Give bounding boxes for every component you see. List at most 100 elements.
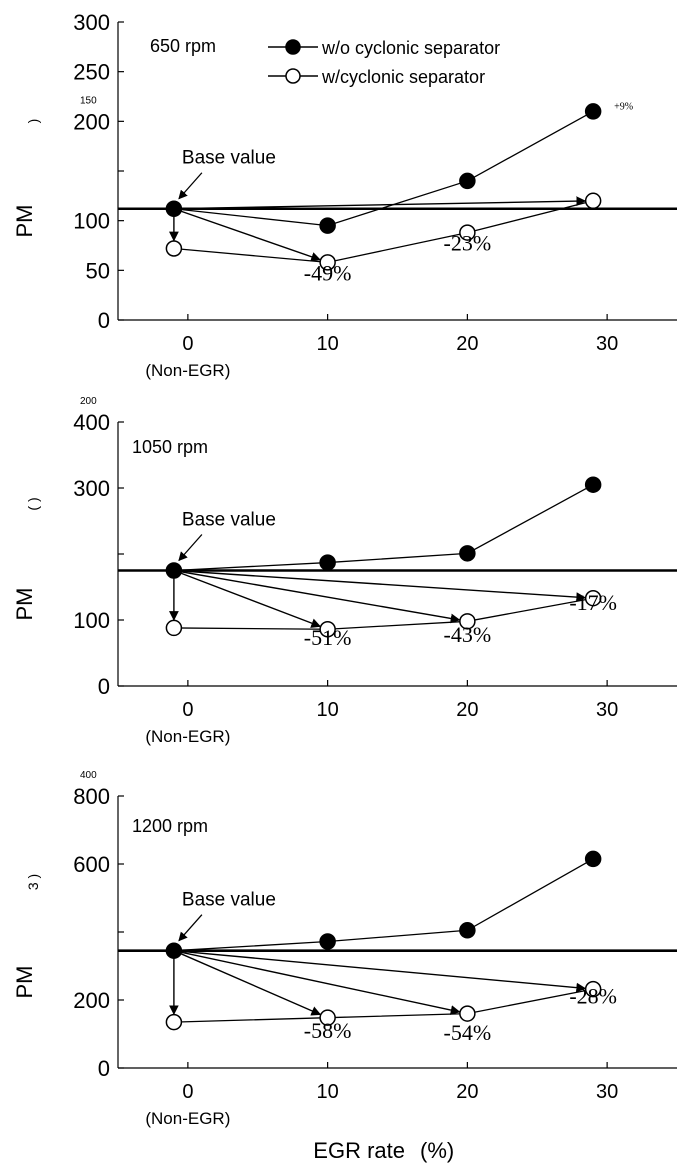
- stray-tick-label: 200: [80, 396, 97, 407]
- x-tick-note: (Non-EGR): [145, 361, 230, 380]
- series-line-open: [173, 200, 594, 264]
- x-axis-label: EGR rate: [313, 1138, 405, 1163]
- data-point-open: [165, 1013, 183, 1031]
- data-point-filled: [584, 103, 602, 120]
- y-axis-unit-fragment: 3 ): [25, 874, 41, 890]
- series-line-open: [173, 597, 594, 630]
- percent-annotation: +9%: [614, 101, 633, 112]
- y-tick-label: 0: [98, 674, 110, 699]
- data-point-open: [459, 224, 476, 241]
- x-tick-note: (Non-EGR): [145, 1109, 230, 1128]
- x-tick-note: (Non-EGR): [145, 727, 230, 746]
- reduction-arrow: [173, 208, 321, 262]
- percent-annotation: -23%: [444, 230, 492, 255]
- x-tick-label: 0: [182, 1081, 193, 1103]
- data-point-open: [459, 613, 476, 630]
- y-tick-label: 300: [73, 10, 110, 35]
- y-axis-label: PM: [12, 205, 37, 238]
- chart-panel-2: 0 100 300 400 200 0 10 20 30 (Non-EGR) PM ( ) 1050 r…: [12, 396, 677, 746]
- reduction-arrow: [173, 569, 587, 602]
- data-point-filled: [165, 942, 183, 959]
- data-point-filled: [319, 217, 336, 234]
- x-axis-unit: (%): [420, 1138, 454, 1163]
- data-point-filled: [319, 933, 336, 950]
- legend-marker-filled: [285, 39, 301, 55]
- y-tick-label: 100: [73, 608, 110, 633]
- percent-annotation: -51%: [304, 625, 352, 650]
- y-tick-label: 400: [73, 410, 110, 435]
- y-tick-label: 100: [73, 209, 110, 234]
- base-value-pointer: [178, 914, 203, 942]
- stray-tick-label: 400: [80, 770, 97, 781]
- y-tick-label: 800: [73, 784, 110, 809]
- x-tick-label: 10: [317, 1081, 339, 1103]
- series-line-filled: [173, 858, 594, 952]
- reduction-arrow: [173, 950, 461, 1015]
- x-tick-label: 30: [596, 1081, 618, 1103]
- data-point-open: [584, 589, 602, 607]
- data-point-open: [165, 240, 183, 257]
- panel-title: 1200 rpm: [132, 816, 208, 836]
- data-point-filled: [165, 562, 183, 579]
- data-point-filled: [459, 922, 476, 939]
- data-point-filled: [319, 554, 336, 571]
- base-value-label: Base value: [182, 510, 276, 531]
- y-tick-label: 250: [73, 60, 110, 85]
- series-line-filled: [173, 110, 594, 227]
- data-point-filled: [459, 545, 476, 562]
- y-tick-label: 0: [98, 1056, 110, 1081]
- data-point-open: [459, 1005, 476, 1022]
- reduction-arrow: [173, 950, 587, 993]
- panel-title: 650 rpm: [150, 36, 216, 56]
- x-tick-label: 0: [182, 333, 193, 355]
- percent-annotation: -17%: [569, 590, 617, 615]
- data-point-open: [584, 980, 602, 998]
- series-line-filled: [173, 484, 594, 572]
- base-value-pointer: [178, 534, 203, 562]
- stray-tick-label: 150: [80, 95, 97, 106]
- data-point-open: [319, 254, 336, 271]
- base-value-pointer: [178, 172, 203, 200]
- data-point-open: [319, 1009, 336, 1026]
- reduction-arrow: [173, 950, 322, 1016]
- base-value-label: Base value: [182, 148, 276, 169]
- reduction-arrow: [173, 569, 322, 628]
- y-axis-label: PM: [12, 588, 37, 621]
- data-point-open: [165, 619, 183, 637]
- base-value-label: Base value: [182, 890, 276, 911]
- y-tick-label: 50: [86, 258, 110, 283]
- percent-annotation: -28%: [569, 983, 617, 1008]
- data-point-open: [584, 192, 602, 210]
- data-point-filled: [459, 172, 476, 190]
- legend-label-open: w/cyclonic separator: [321, 67, 485, 87]
- percent-annotation: -58%: [304, 1018, 352, 1043]
- x-tick-label: 10: [317, 699, 339, 721]
- legend: w/o cyclonic separator w/cyclonic separat…: [268, 38, 500, 87]
- percent-annotation: -49%: [304, 260, 352, 285]
- legend-label-filled: w/o cyclonic separator: [321, 38, 500, 58]
- chart-panel-3: 0 200 600 800 400 0 10 20 30 (Non-EGR) PM 3 ) 1200 r…: [12, 770, 677, 1128]
- percent-annotation: -54%: [444, 1020, 492, 1045]
- legend-marker-open: [285, 68, 301, 84]
- data-point-filled: [584, 476, 602, 493]
- y-axis-unit-fragment: ): [25, 119, 41, 124]
- chart-panel-1: 0 50 100 200 250 300 150 0 10 20 30 (Non-EGR) PM) 650…: [12, 10, 677, 380]
- panel-title: 1050 rpm: [132, 437, 208, 457]
- data-point-filled: [584, 850, 602, 868]
- y-tick-label: 200: [73, 988, 110, 1013]
- x-tick-label: 0: [182, 699, 193, 721]
- y-tick-label: 300: [73, 476, 110, 501]
- y-tick-label: 600: [73, 852, 110, 877]
- x-tick-label: 30: [596, 333, 618, 355]
- y-tick-label: 0: [98, 308, 110, 333]
- data-point-open: [319, 620, 336, 638]
- x-tick-label: 30: [596, 699, 618, 721]
- y-tick-label: 200: [73, 109, 110, 134]
- percent-annotation: -43%: [444, 622, 492, 647]
- x-tick-label: 20: [456, 333, 478, 355]
- series-line-open: [173, 988, 594, 1023]
- y-axis-label: PM: [12, 966, 37, 999]
- y-axis-unit-fragment: ( ): [25, 497, 41, 510]
- x-tick-label: 20: [456, 1081, 478, 1103]
